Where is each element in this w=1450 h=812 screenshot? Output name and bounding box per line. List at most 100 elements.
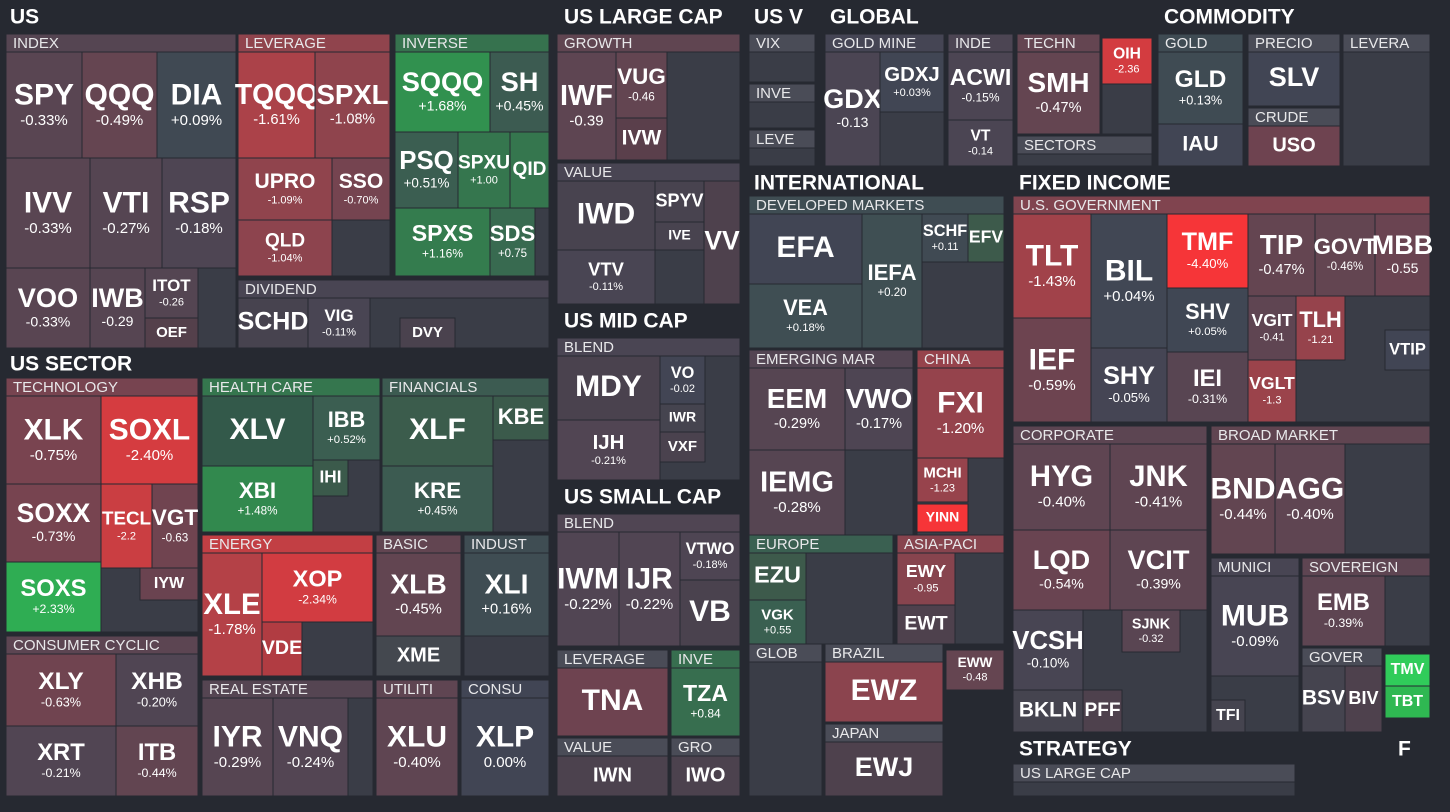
tile <box>100 395 199 485</box>
change-label: -0.28% <box>773 499 821 516</box>
change-label: -1.78% <box>208 621 256 638</box>
tile <box>618 531 681 647</box>
ticker: GLD <box>1175 66 1227 93</box>
change-label: -0.22% <box>626 596 674 613</box>
ticker: PFF <box>1084 700 1120 721</box>
ticker: XOP <box>293 566 343 592</box>
group-title: COMMODITY <box>1164 6 1295 29</box>
ticker: ACWI <box>950 64 1012 90</box>
section-title: CRUDE <box>1255 109 1308 126</box>
change-label: +0.51% <box>404 175 450 190</box>
ticker: XLU <box>387 720 447 753</box>
change-label: -0.33% <box>20 112 68 129</box>
change-label: -0.18% <box>175 220 223 237</box>
ticker: TFI <box>1216 707 1240 724</box>
tile <box>381 465 494 533</box>
change-label: 0.00% <box>484 754 527 771</box>
change-label: -0.44% <box>1219 506 1267 523</box>
ticker: IVE <box>668 227 691 243</box>
tile <box>1384 653 1431 687</box>
change-label: +1.48% <box>238 504 278 517</box>
tile <box>463 552 550 637</box>
ticker: VIG <box>324 306 353 325</box>
tile <box>1210 699 1246 733</box>
section-title: ENERGY <box>209 536 272 553</box>
group-title: US <box>10 6 39 29</box>
group-title: US V <box>754 6 803 29</box>
section-title: TECHNOLOGY <box>13 379 118 396</box>
change-label: -0.27% <box>102 220 150 237</box>
ticker: IWF <box>560 80 613 112</box>
section-title: VALUE <box>564 739 612 756</box>
ticker: JNK <box>1129 461 1187 493</box>
tile <box>1090 347 1168 423</box>
change-label: +0.05% <box>1188 326 1227 338</box>
tile <box>824 661 944 723</box>
tile <box>615 117 668 161</box>
section-title: DEVELOPED MARKETS <box>756 197 924 214</box>
ticker: SOXX <box>17 498 91 528</box>
tile <box>947 51 1014 121</box>
tile <box>144 317 199 349</box>
change-label: -0.18% <box>693 559 728 571</box>
change-label: -0.29 <box>102 313 134 329</box>
tile <box>556 249 656 305</box>
ticker: USO <box>1272 134 1315 156</box>
ticker: VNQ <box>278 720 343 753</box>
tile <box>879 51 945 113</box>
tile <box>861 213 923 349</box>
ticker: SOXS <box>20 575 86 602</box>
ticker: IYW <box>154 575 185 592</box>
tile <box>492 395 550 441</box>
change-label: -0.40% <box>393 754 441 771</box>
change-label: -1.3 <box>1263 395 1282 407</box>
ticker: IWR <box>669 409 696 425</box>
tile <box>556 355 661 421</box>
ticker: ITB <box>138 739 176 766</box>
change-label: -0.22% <box>564 596 612 613</box>
ticker: IAU <box>1182 133 1218 156</box>
ticker: BSV <box>1302 687 1345 710</box>
change-label: -0.33% <box>24 220 72 237</box>
change-label: -0.54% <box>1039 575 1084 591</box>
section-title: BASIC <box>383 536 428 553</box>
tile <box>144 267 199 319</box>
ticker: LQD <box>1033 544 1090 575</box>
tile <box>331 157 391 221</box>
change-label: +2.33% <box>32 602 74 616</box>
tile <box>115 725 199 797</box>
section-header <box>748 534 894 554</box>
ticker: SPXU <box>458 153 510 174</box>
section-title: SECTORS <box>1024 137 1096 154</box>
ticker: TLH <box>1299 307 1341 332</box>
ticker: FXI <box>937 386 984 419</box>
ticker: XRT <box>37 739 85 766</box>
group-title: US LARGE CAP <box>564 6 723 29</box>
section-title: SOVEREIGN <box>1309 559 1398 576</box>
ticker: XME <box>397 644 440 666</box>
change-label: -0.39% <box>1136 575 1181 591</box>
ticker: VTI <box>103 186 150 219</box>
tile <box>394 207 491 277</box>
ticker: TLT <box>1026 239 1079 272</box>
change-label: +1.16% <box>422 247 463 261</box>
change-label: -1.20% <box>937 420 985 437</box>
tile <box>679 531 741 581</box>
ticker: SPY <box>14 78 74 111</box>
ticker: SPYV <box>655 190 703 210</box>
ticker: SMH <box>1028 67 1090 98</box>
section-title: TECHN <box>1024 35 1076 52</box>
ticker: VGK <box>761 606 794 623</box>
group-title: INTERNATIONAL <box>754 172 924 195</box>
change-label: +0.16% <box>481 602 531 618</box>
section-title: UTILITI <box>383 681 433 698</box>
section-title: EMERGING MAR <box>756 351 875 368</box>
tile <box>1101 37 1153 85</box>
ticker: SQQQ <box>402 66 484 97</box>
tile <box>1012 689 1084 733</box>
change-label: -1.23 <box>930 482 955 494</box>
change-label: -0.10% <box>1027 655 1070 670</box>
change-label: -1.43% <box>1028 273 1076 290</box>
section-header <box>1012 763 1296 783</box>
ticker: IJR <box>626 562 673 595</box>
